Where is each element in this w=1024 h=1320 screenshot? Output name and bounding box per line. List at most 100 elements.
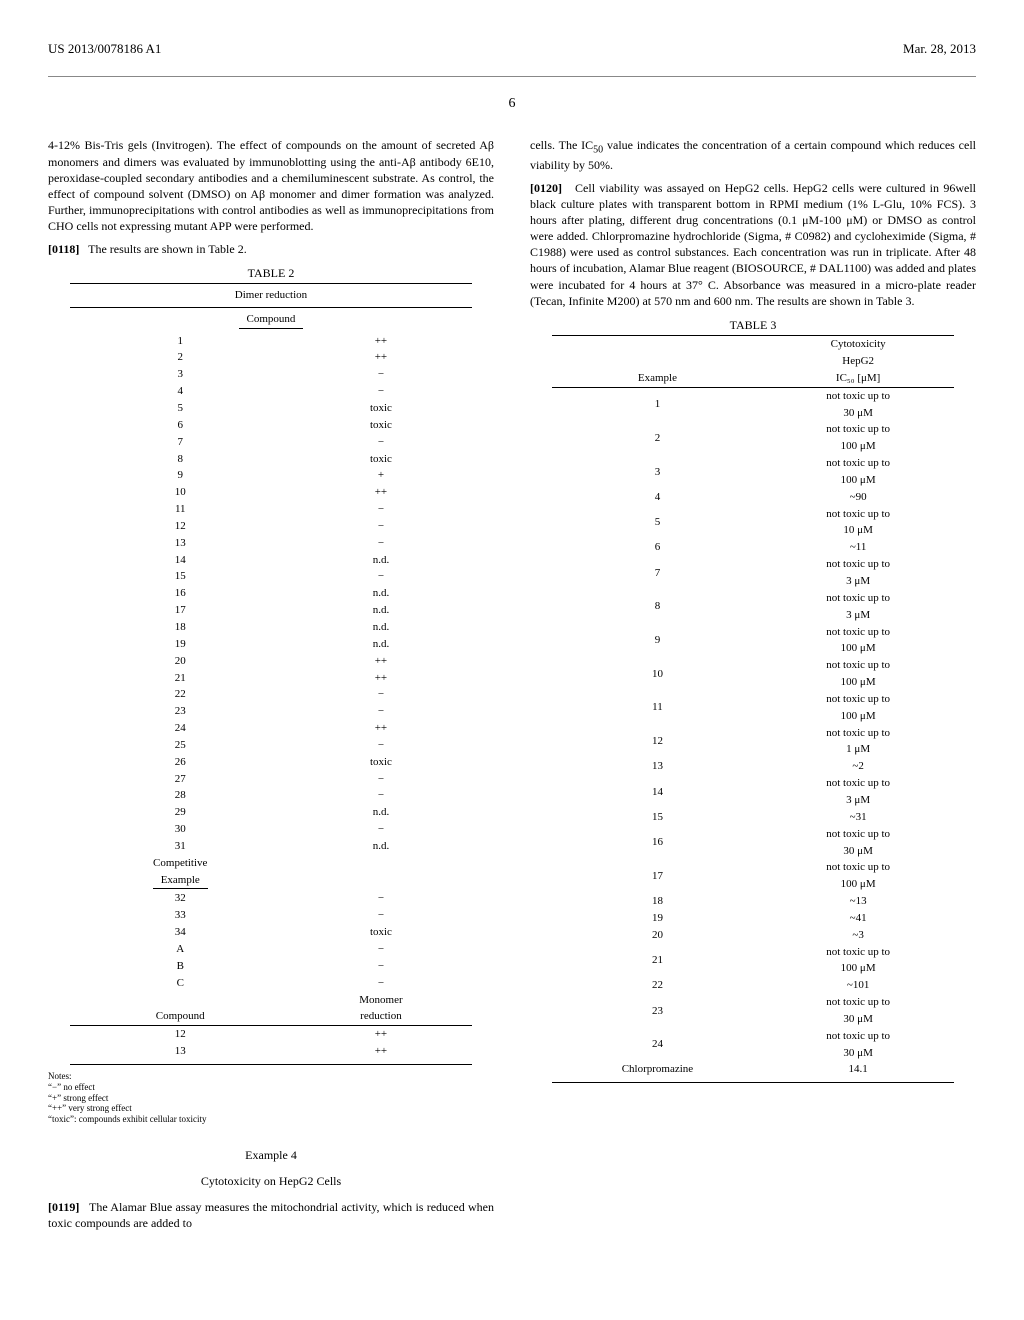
para-0119-text: The Alamar Blue assay measures the mitoc…: [48, 1200, 494, 1230]
table-row: 12−: [70, 518, 471, 535]
table-row: 20~3: [552, 927, 953, 944]
table2-monomer-h2: reduction: [290, 1008, 472, 1025]
para-0119: [0119] The Alamar Blue assay measures th…: [48, 1199, 494, 1231]
table2-monomer-h1: Monomer: [290, 992, 472, 1009]
table-row: 8toxic: [70, 451, 471, 468]
table-row: 14not toxic up to: [552, 775, 953, 792]
table-row: 17not toxic up to: [552, 859, 953, 876]
table2-monomer-compound: Compound: [70, 1008, 290, 1025]
table3-caption: TABLE 3: [530, 317, 976, 333]
note-4: “toxic”: compounds exhibit cellular toxi…: [48, 1114, 494, 1125]
table2-notes: Notes: “−” no effect “+” strong effect “…: [48, 1071, 494, 1125]
table-row: 33−: [70, 907, 471, 924]
table-row: 7not toxic up to: [552, 556, 953, 573]
table-row: 22~101: [552, 977, 953, 994]
table2-title: Dimer reduction: [70, 283, 471, 307]
note-2: “+” strong effect: [48, 1093, 494, 1104]
table2-competitive: Competitive: [70, 855, 290, 872]
table-row: 15~31: [552, 809, 953, 826]
table-row: 11not toxic up to: [552, 691, 953, 708]
table-row: 23−: [70, 703, 471, 720]
table-row: 14n.d.: [70, 552, 471, 569]
table-row: 15−: [70, 568, 471, 585]
para-num-0119: [0119]: [48, 1200, 79, 1214]
table-row: A−: [70, 941, 471, 958]
example4-sub: Cytotoxicity on HepG2 Cells: [48, 1173, 494, 1189]
table-row: 34toxic: [70, 924, 471, 941]
page-number: 6: [48, 95, 976, 114]
table-row: 25−: [70, 737, 471, 754]
table-row: B−: [70, 958, 471, 975]
table-row: 26toxic: [70, 754, 471, 771]
table-row: 21++: [70, 670, 471, 687]
table-row: 16not toxic up to: [552, 826, 953, 843]
table2: Dimer reduction Compound 1++2++3−4−5toxi…: [70, 283, 471, 1065]
para-0118-text: The results are shown in Table 2.: [88, 242, 247, 256]
table-row: 18n.d.: [70, 619, 471, 636]
table-row: 19n.d.: [70, 636, 471, 653]
table-row: 3not toxic up to: [552, 455, 953, 472]
t3-h-cyto: Cytotoxicity: [763, 336, 954, 353]
note-3: “++” very strong effect: [48, 1103, 494, 1114]
pub-date: Mar. 28, 2013: [903, 40, 976, 58]
table-row: 20++: [70, 653, 471, 670]
ic50-sub: 50: [593, 145, 603, 156]
table-row: 9+: [70, 467, 471, 484]
example4-heading: Example 4: [48, 1147, 494, 1163]
para-0120-text: Cell viability was assayed on HepG2 cell…: [530, 181, 976, 308]
table-row: 22−: [70, 686, 471, 703]
table-row: 13−: [70, 535, 471, 552]
table-row: 12not toxic up to: [552, 725, 953, 742]
table-row: 6toxic: [70, 417, 471, 434]
table-row: 7−: [70, 434, 471, 451]
table-row: 23not toxic up to: [552, 994, 953, 1011]
table-row: 29n.d.: [70, 804, 471, 821]
table2-caption: TABLE 2: [48, 265, 494, 281]
table-row: 1++: [70, 333, 471, 350]
table-row: 6~11: [552, 539, 953, 556]
table-row: 9not toxic up to: [552, 624, 953, 641]
para-ic50-a: cells. The IC: [530, 138, 593, 152]
table-row: 24++: [70, 720, 471, 737]
note-1: “−” no effect: [48, 1082, 494, 1093]
notes-label: Notes:: [48, 1071, 494, 1082]
table-row: 10not toxic up to: [552, 657, 953, 674]
table2-example-header: Example: [153, 873, 208, 890]
table-row: 11−: [70, 501, 471, 518]
table-row: 28−: [70, 787, 471, 804]
table-row: 30−: [70, 821, 471, 838]
t3-h-hepg2: HepG2: [763, 353, 954, 370]
table-row: 1not toxic up to: [552, 387, 953, 404]
table-row: 27−: [70, 771, 471, 788]
table3: Cytotoxicity HepG2 ExampleIC₅₀ [μM] 1not…: [552, 335, 953, 1083]
table-row: 32−: [70, 890, 471, 907]
table-row: 17n.d.: [70, 602, 471, 619]
table-row: 31n.d.: [70, 838, 471, 855]
left-column: 4-12% Bis-Tris gels (Invitrogen). The ef…: [48, 137, 494, 1237]
table-row: C−: [70, 975, 471, 992]
table-row: 2not toxic up to: [552, 421, 953, 438]
pub-number: US 2013/0078186 A1: [48, 40, 161, 58]
table2-compound-header: Compound: [239, 312, 304, 329]
para-0119-cont: cells. The IC50 value indicates the conc…: [530, 137, 976, 173]
table-row: 3−: [70, 366, 471, 383]
para-num-0120: [0120]: [530, 181, 562, 195]
table-row: 24not toxic up to: [552, 1028, 953, 1045]
table-row: 18~13: [552, 893, 953, 910]
header-rule: [48, 76, 976, 77]
table-row: 10++: [70, 484, 471, 501]
para-0117-cont: 4-12% Bis-Tris gels (Invitrogen). The ef…: [48, 137, 494, 234]
para-0118: [0118] The results are shown in Table 2.: [48, 241, 494, 257]
right-column: cells. The IC50 value indicates the conc…: [530, 137, 976, 1237]
table-row: 12++: [70, 1026, 471, 1043]
table-row: 21not toxic up to: [552, 944, 953, 961]
table-row: 4−: [70, 383, 471, 400]
table-row: 19~41: [552, 910, 953, 927]
para-num-0118: [0118]: [48, 242, 79, 256]
table-row: 4~90: [552, 489, 953, 506]
table-row: 5not toxic up to: [552, 506, 953, 523]
table-row: 13++: [70, 1043, 471, 1060]
para-0120: [0120] Cell viability was assayed on Hep…: [530, 180, 976, 310]
table-row: 13~2: [552, 758, 953, 775]
t3-h-example: Example: [552, 370, 762, 387]
